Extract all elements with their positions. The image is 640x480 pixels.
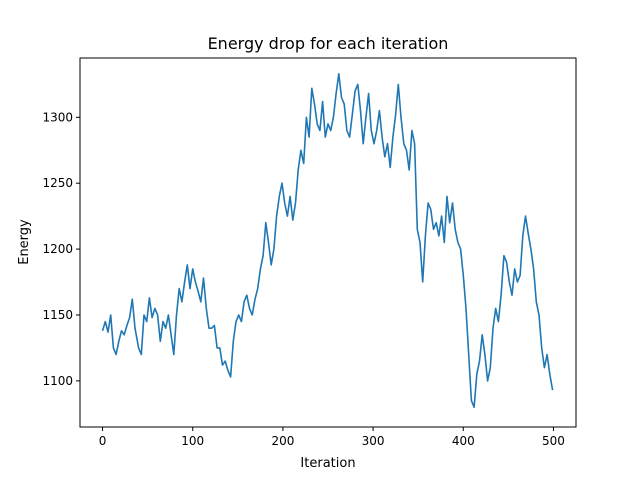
x-tick-label: 100 [181,434,204,448]
x-tick-label: 300 [362,434,385,448]
chart-title: Energy drop for each iteration [208,34,449,53]
x-tick-label: 500 [542,434,565,448]
x-axis: 0 100 200 300 400 500 [99,427,565,448]
y-tick-label: 1100 [42,374,73,388]
y-tick-label: 1250 [42,176,73,190]
y-axis-label: Energy [17,219,32,265]
x-axis-label: Iteration [300,456,355,471]
x-tick-label: 0 [99,434,107,448]
energy-series-line [101,73,554,409]
x-tick-label: 200 [271,434,294,448]
plot-area [101,73,554,409]
y-tick-label: 1300 [42,110,73,124]
y-axis: 1100 1150 1200 1250 1300 [42,110,80,388]
y-tick-label: 1150 [42,308,73,322]
x-tick-label: 400 [452,434,475,448]
y-tick-label: 1200 [42,242,73,256]
axes-frame [79,57,577,428]
